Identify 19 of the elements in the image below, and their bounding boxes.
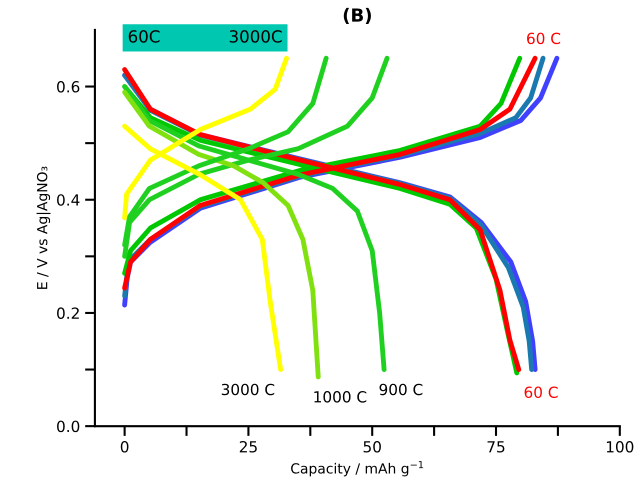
series-label: 60 C (524, 386, 558, 398)
x-tick-label: 0 (120, 441, 128, 453)
y-axis-title: E / V vs Ag|AgNO₃ (36, 166, 50, 289)
x-tick-label: 75 (488, 441, 504, 453)
annotation: 1000 C (314, 391, 366, 403)
x-tick-label: 50 (364, 441, 381, 453)
chart-title: (B) (344, 8, 371, 24)
series-label: 60 C (527, 32, 560, 44)
y-tick-label: 0.2 (57, 307, 79, 319)
x-axis-title: Capacity / mAh g$^{−1}$ (291, 461, 424, 476)
annotation: 3000 C (222, 384, 274, 396)
annotation: 60C (128, 30, 160, 43)
y-tick-label: 0.4 (57, 194, 80, 206)
annotation: 3000C (230, 30, 282, 43)
annotation: 900 C (380, 384, 422, 396)
y-tick-label: 0.6 (57, 81, 80, 93)
y-tick-label: 0.0 (57, 420, 80, 432)
x-tick-label: 100 (606, 441, 634, 453)
x-tick-label: 25 (240, 441, 257, 453)
